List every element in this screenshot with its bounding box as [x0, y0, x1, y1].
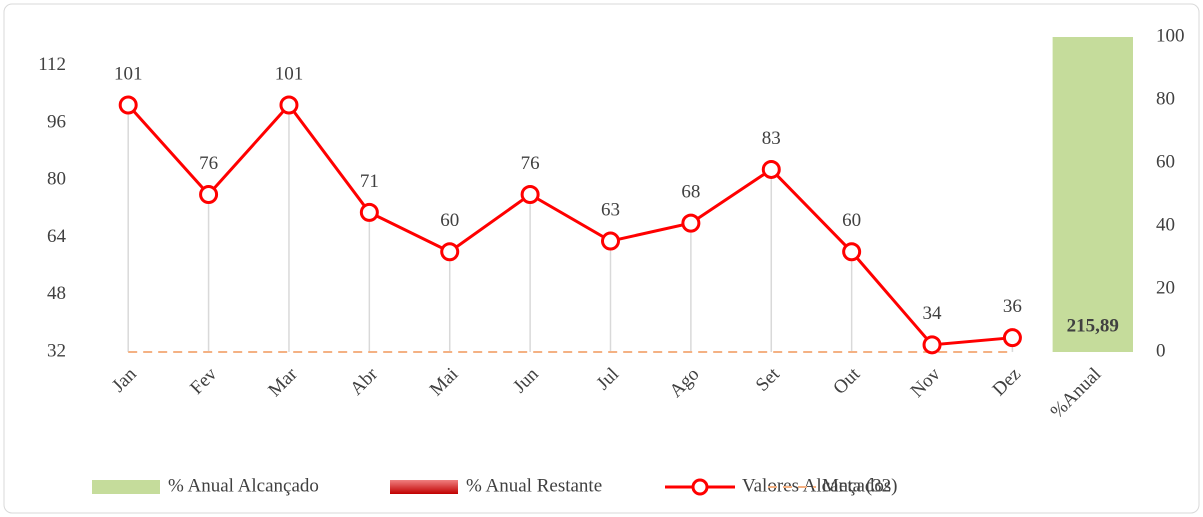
- y2-tick-label: 40: [1156, 214, 1175, 235]
- marker: [359, 202, 379, 222]
- legend-marker: [691, 478, 709, 496]
- legend-label: Meta (32): [822, 475, 897, 496]
- y-tick-label: 48: [47, 283, 66, 304]
- y2-tick-label: 80: [1156, 88, 1175, 109]
- marker: [279, 95, 299, 115]
- y2-tick-label: 100: [1156, 25, 1185, 46]
- data-label: 76: [521, 153, 540, 174]
- y-tick-label: 64: [47, 226, 67, 247]
- y-tick-label: 80: [47, 169, 66, 190]
- data-label: 63: [601, 199, 620, 220]
- data-label: 215,89: [1067, 315, 1119, 336]
- y-tick-label: 32: [47, 340, 66, 361]
- data-label: 34: [923, 303, 943, 324]
- data-label: 60: [842, 210, 861, 231]
- data-label: 101: [114, 63, 143, 84]
- y2-tick-label: 20: [1156, 277, 1175, 298]
- y-tick-label: 112: [38, 54, 66, 75]
- y2-tick-label: 0: [1156, 340, 1166, 361]
- legend-label: % Anual Alcançado: [168, 475, 319, 496]
- marker: [118, 95, 138, 115]
- marker: [520, 185, 540, 204]
- line: [127, 102, 1013, 347]
- data-label: 68: [681, 181, 700, 202]
- data-label: 60: [440, 210, 459, 231]
- y-tick-label: 96: [47, 111, 66, 132]
- marker: [199, 185, 219, 204]
- marker: [681, 213, 701, 233]
- marker: [601, 231, 620, 251]
- bar: [1052, 37, 1133, 353]
- data-label: 76: [199, 153, 218, 174]
- marker: [761, 159, 781, 179]
- plot-area: [1052, 37, 1133, 353]
- legend-label: % Anual Restante: [466, 475, 602, 496]
- marker: [1002, 328, 1022, 348]
- data-label: 101: [275, 63, 304, 84]
- marker: [440, 242, 460, 262]
- legend-swatch: [390, 480, 458, 494]
- marker: [842, 242, 862, 262]
- marker: [922, 335, 942, 355]
- data-label: 71: [360, 171, 379, 192]
- data-label: 36: [1003, 296, 1022, 317]
- legend-label: Valores Alcançados: [742, 475, 891, 496]
- chart-border: [3, 3, 1200, 514]
- data-label: 83: [762, 128, 781, 149]
- legend-swatch: [92, 480, 160, 494]
- y2-tick-label: 60: [1156, 151, 1175, 172]
